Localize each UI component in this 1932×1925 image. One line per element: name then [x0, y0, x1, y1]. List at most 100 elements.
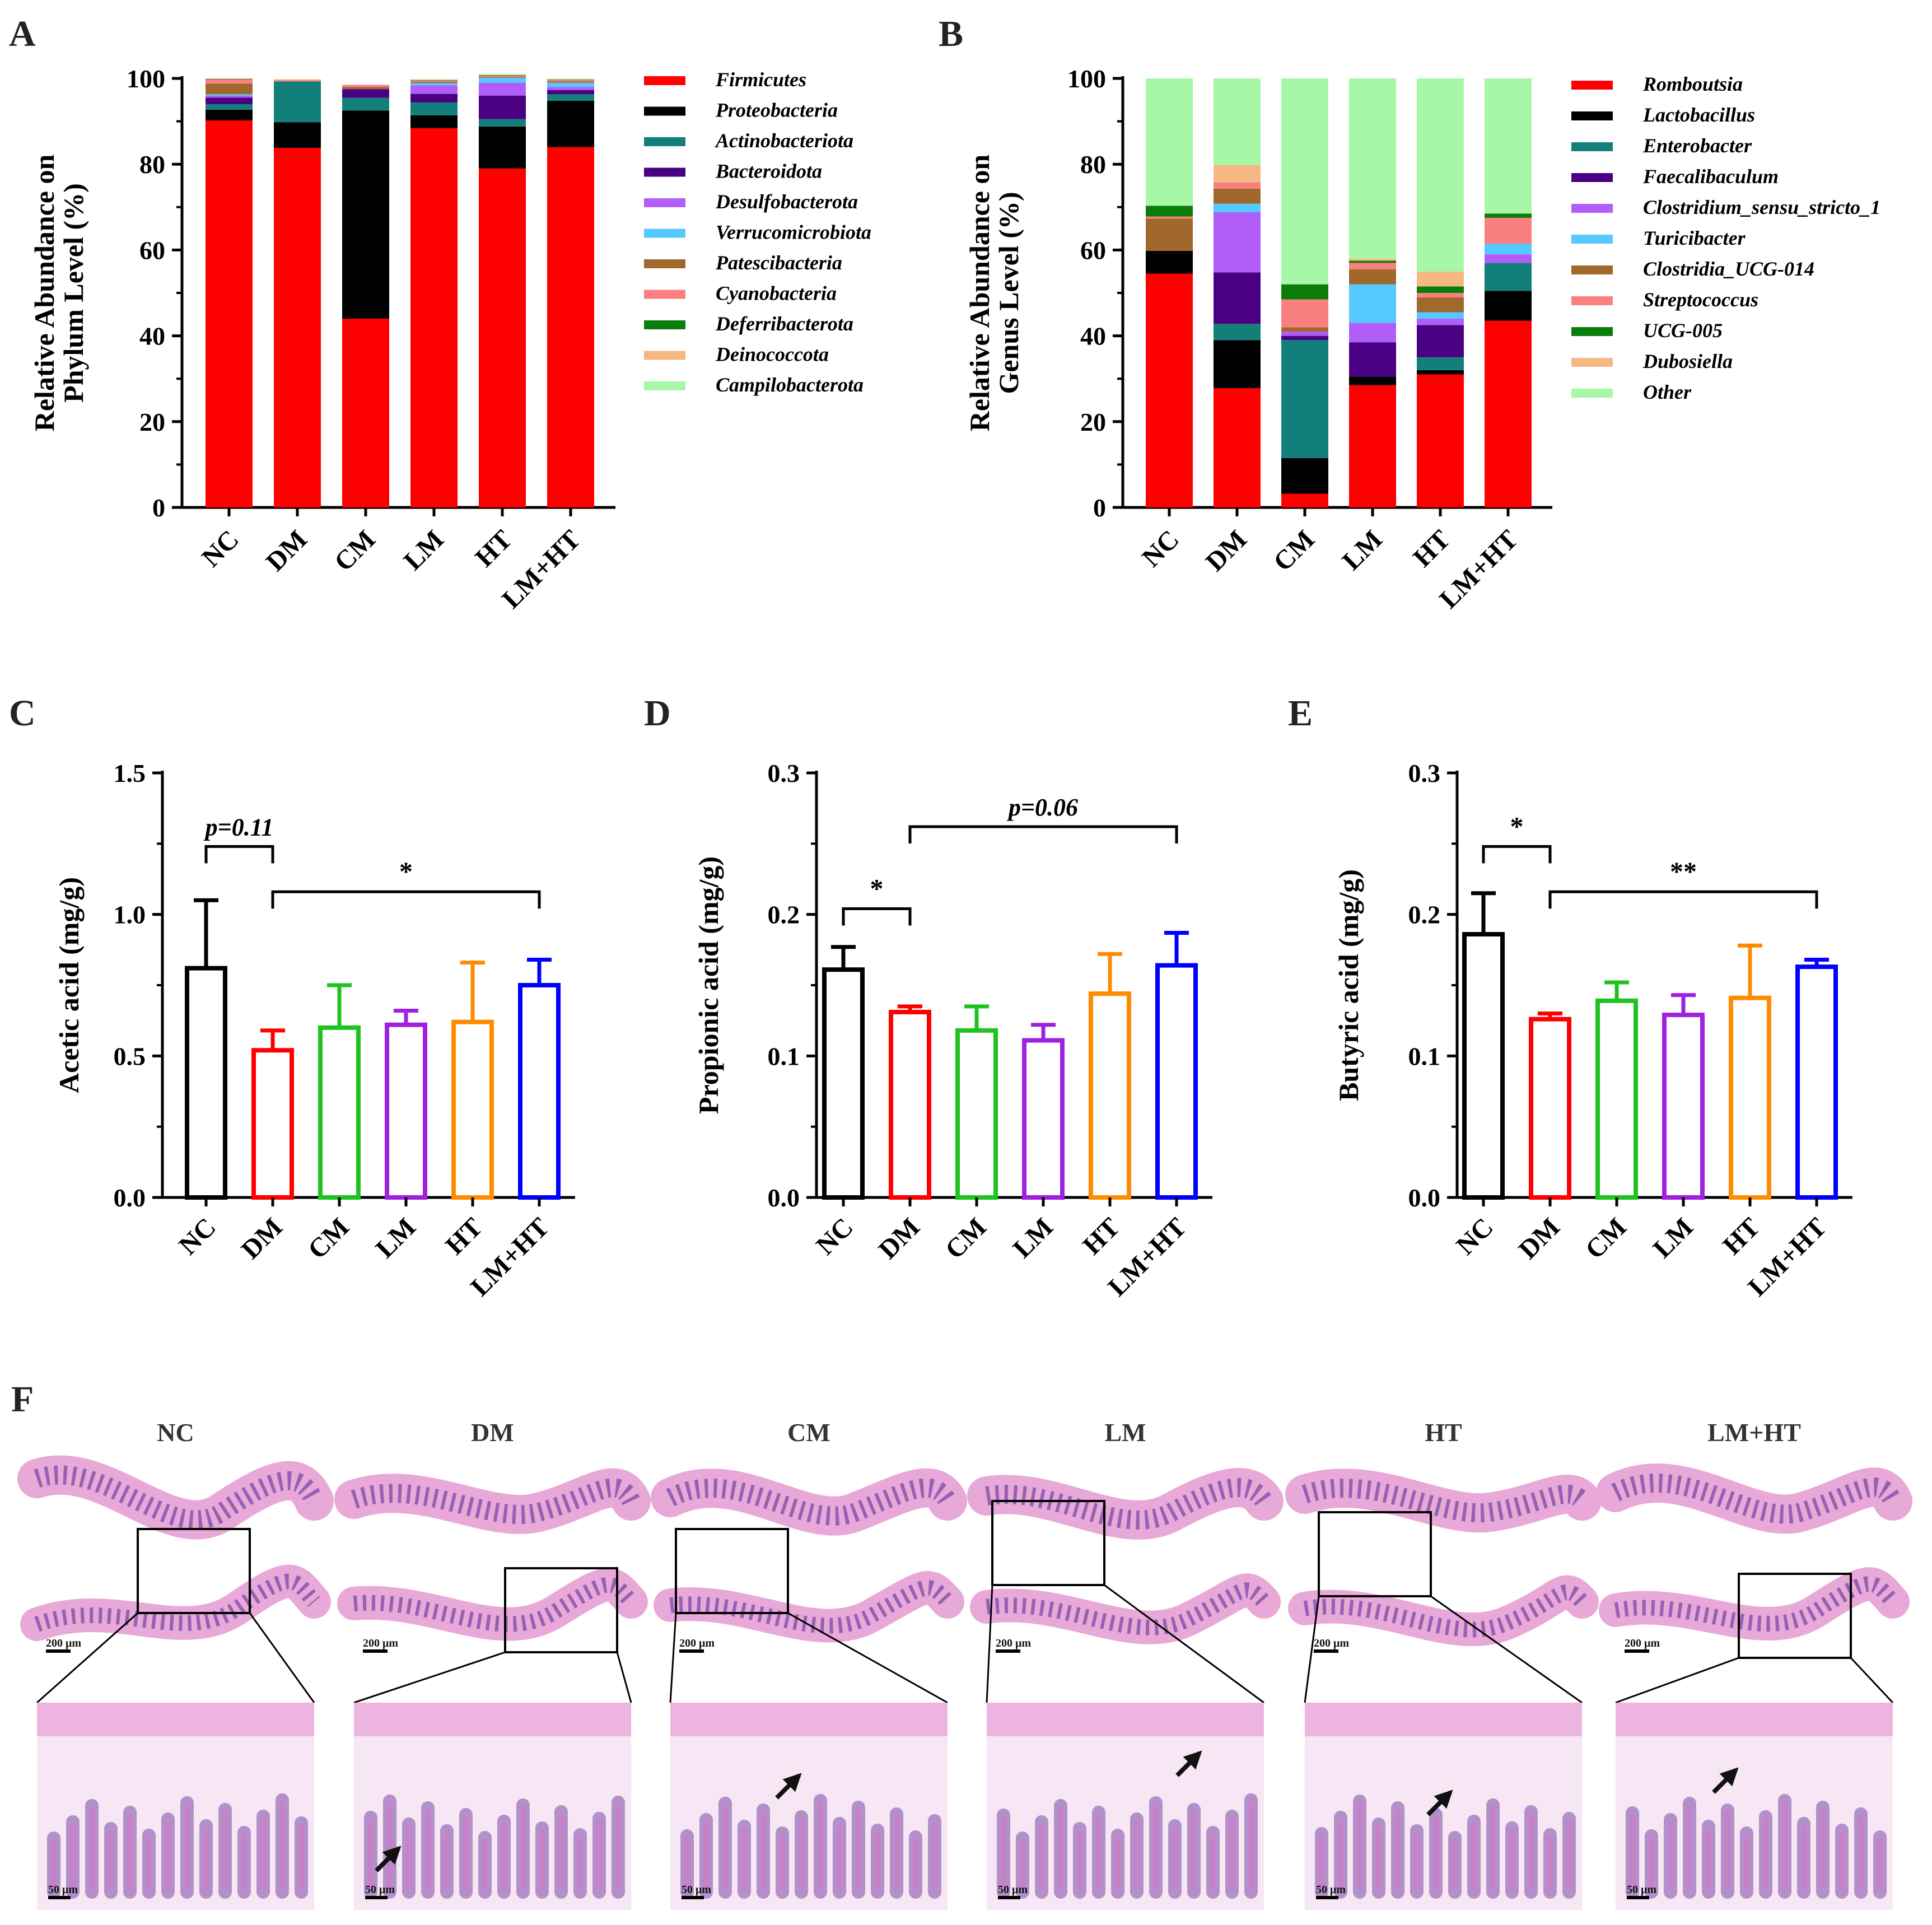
- bar: [1089, 991, 1131, 1200]
- crypt-layer: [666, 1478, 956, 1526]
- bar-segment: [1485, 213, 1532, 218]
- crypt-layer: [34, 1573, 320, 1632]
- muscle-layer: [37, 1703, 314, 1736]
- y-axis-title: Butyric acid (mg/g): [1333, 869, 1364, 1101]
- zoom-region-box: [504, 1567, 618, 1653]
- bar-segment: [547, 87, 594, 90]
- y-tick-label: 80: [1080, 150, 1106, 179]
- histology-detail-image: 50 μm: [1616, 1703, 1893, 1910]
- significance-label: *: [399, 857, 413, 887]
- x-category-label: DM: [873, 1212, 926, 1265]
- legend-label: Actinobacteriota: [715, 129, 853, 152]
- y-tick-label: 60: [139, 236, 165, 264]
- bar-segment: [410, 83, 458, 86]
- legend-label: Enterobacter: [1642, 134, 1752, 157]
- bar: [251, 1048, 294, 1200]
- bar-segment: [547, 94, 594, 101]
- zoom-connector: [986, 1584, 993, 1703]
- crypt-lumen: [1096, 1814, 1102, 1890]
- crypt-lumen: [1566, 1820, 1572, 1890]
- x-category-label: HT: [440, 1212, 488, 1261]
- y-axis-title: Phylum Level (%): [58, 183, 89, 403]
- bar-segment: [1214, 388, 1261, 507]
- bar: [955, 1028, 998, 1200]
- crypt-lumen: [1229, 1817, 1235, 1890]
- butyric-acid-bar-chart: 0.0 0.1 0.2 0.3 Butyric acid (mg/g) NC DM CM LM H…: [1333, 759, 1852, 1302]
- y-tick-label: 0.3: [768, 759, 800, 787]
- crypt-lumen: [837, 1825, 842, 1890]
- significance-label: *: [1510, 812, 1524, 841]
- crypt-layer: [1301, 1479, 1590, 1523]
- significance-label: *: [870, 874, 884, 904]
- x-category-label: CM: [302, 1212, 355, 1265]
- crypt-lumen: [298, 1824, 304, 1890]
- legend-label: Clostridia_UCG-014: [1643, 258, 1814, 280]
- scale-bar-label: 50 μm: [48, 1884, 78, 1896]
- legend-label: Streptococcus: [1643, 288, 1758, 311]
- y-tick-label: 0.2: [768, 901, 800, 929]
- bar-segment: [1417, 271, 1464, 287]
- crypt-lumen: [1706, 1828, 1711, 1890]
- bar-segment: [1146, 250, 1193, 274]
- x-category-label: NC: [173, 1212, 221, 1260]
- legend-swatch: [1571, 327, 1613, 336]
- crypt-lumen: [241, 1834, 247, 1890]
- muscle-layer: [1305, 1703, 1582, 1736]
- panel-letter-b: B: [939, 13, 963, 54]
- bar-segment: [342, 318, 389, 507]
- bar-segment: [410, 94, 458, 102]
- y-axis-title: Relative Abundance on: [29, 155, 60, 432]
- zoom-region-box: [675, 1528, 789, 1614]
- arrow-icon: [1712, 1767, 1739, 1794]
- y-axis-title: Acetic acid (mg/g): [53, 877, 85, 1093]
- y-tick-label: 0.0: [114, 1183, 146, 1212]
- crypt-lumen: [780, 1834, 785, 1890]
- crypt-lumen: [184, 1804, 190, 1890]
- bar: [889, 1010, 931, 1200]
- bar-segment: [274, 148, 321, 507]
- bar-segment: [1281, 493, 1328, 507]
- y-tick-label: 20: [139, 408, 165, 436]
- bar-segment: [1281, 78, 1328, 285]
- bar-segment: [410, 85, 458, 94]
- zoom-connector: [669, 1612, 677, 1703]
- bar-segment: [547, 81, 594, 83]
- bar-segment: [410, 82, 458, 83]
- legend-swatch: [1571, 81, 1613, 90]
- panel-letter-a: A: [9, 13, 36, 54]
- crypt-lumen: [146, 1837, 152, 1890]
- histology-detail-image: 50 μm: [987, 1703, 1264, 1910]
- muscle-layer: [1616, 1703, 1893, 1736]
- crypt-lumen: [1820, 1809, 1826, 1890]
- bar-segment: [1417, 370, 1464, 375]
- bar-segment: [206, 120, 253, 507]
- histology-group-title: CM: [787, 1418, 830, 1447]
- crypt-lumen: [760, 1811, 766, 1890]
- bar-segment: [547, 80, 594, 82]
- y-tick-label: 0.1: [1408, 1042, 1441, 1070]
- legend-swatch: [644, 259, 685, 268]
- significance-label: p=0.06: [1006, 794, 1078, 821]
- crypt-lumen: [406, 1825, 412, 1890]
- bar-segment: [479, 76, 526, 78]
- bar-segment: [479, 126, 526, 169]
- bar-segment: [1349, 258, 1396, 261]
- scale-bar-label: 200 μm: [1625, 1637, 1660, 1649]
- x-category-label: LM: [1007, 1212, 1059, 1264]
- bar-segment: [1417, 325, 1464, 357]
- bar-segment: [1485, 217, 1532, 244]
- bar-segment: [1349, 342, 1396, 377]
- bar: [318, 1025, 361, 1200]
- zoom-region-box: [991, 1500, 1105, 1586]
- bar-segment: [274, 79, 321, 81]
- bar-segment: [479, 119, 526, 127]
- bar-segment: [1146, 273, 1193, 507]
- arrow-icon: [1426, 1789, 1453, 1816]
- panel-letter-e: E: [1288, 693, 1313, 734]
- crypt-lumen: [1839, 1831, 1845, 1890]
- histology-group-title: NC: [157, 1418, 194, 1447]
- bar-segment: [342, 87, 389, 90]
- bar-segment: [547, 100, 594, 147]
- bar-segment: [1214, 188, 1261, 204]
- crypt-lumen: [1649, 1837, 1654, 1890]
